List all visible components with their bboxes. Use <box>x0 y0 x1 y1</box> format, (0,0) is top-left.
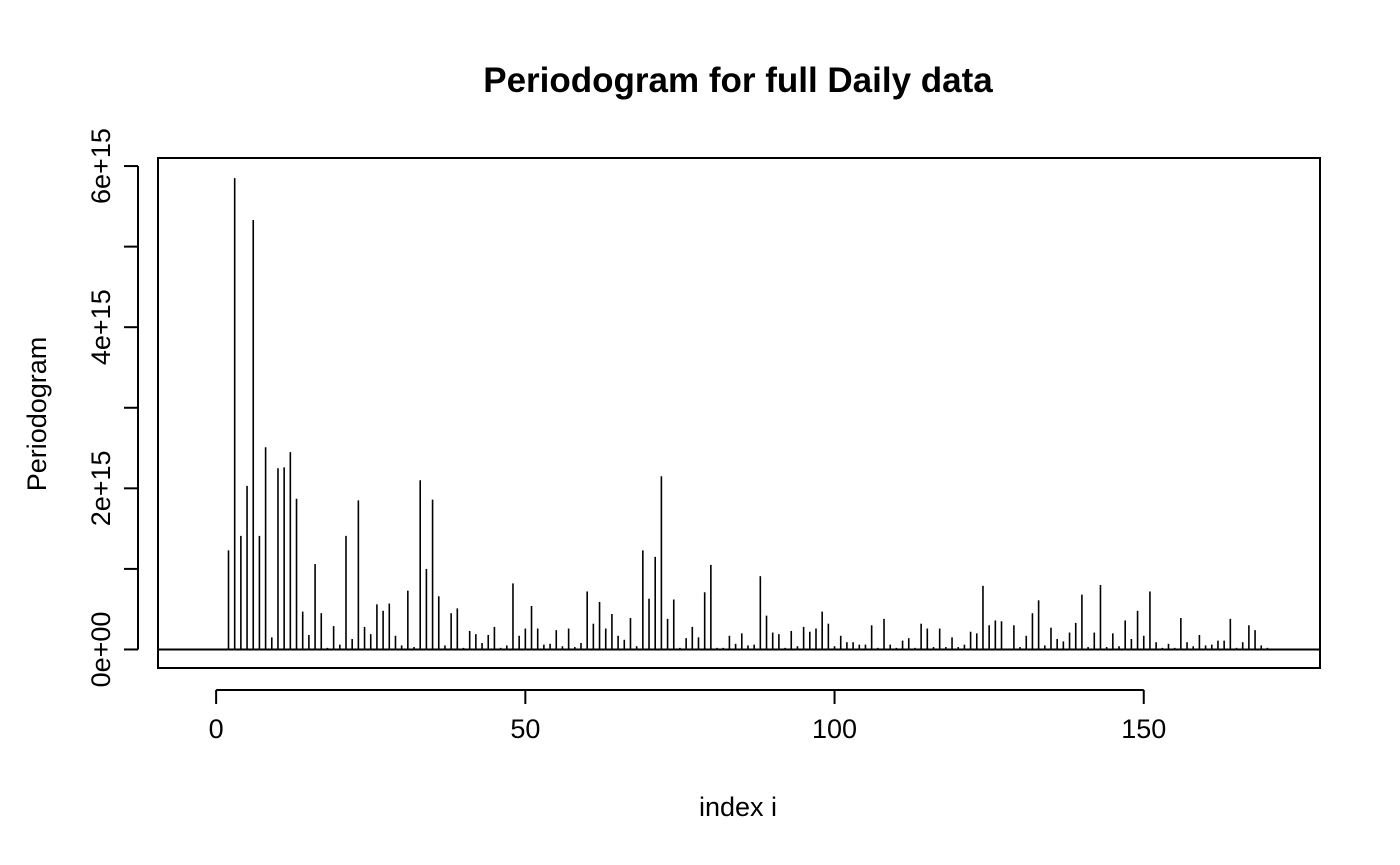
x-tick-label: 0 <box>209 714 224 744</box>
y-axis: 0e+00 2e+15 4e+15 6e+15 <box>86 128 139 688</box>
y-tick-label: 0e+00 <box>86 612 116 688</box>
y-tick-label: 4e+15 <box>86 289 116 365</box>
x-tick-label: 50 <box>510 714 540 744</box>
chart-title: Periodogram for full Daily data <box>483 61 993 100</box>
x-axis: 0 50 100 150 <box>209 689 1166 744</box>
x-tick-label: 100 <box>812 714 857 744</box>
x-tick-label: 150 <box>1121 714 1166 744</box>
y-axis-label: Periodogram <box>22 337 52 492</box>
periodogram-bars <box>227 178 1269 650</box>
y-tick-label: 2e+15 <box>86 450 116 526</box>
y-tick-label: 6e+15 <box>86 128 116 204</box>
x-axis-label: index i <box>699 792 777 822</box>
plot-frame <box>157 157 1321 669</box>
